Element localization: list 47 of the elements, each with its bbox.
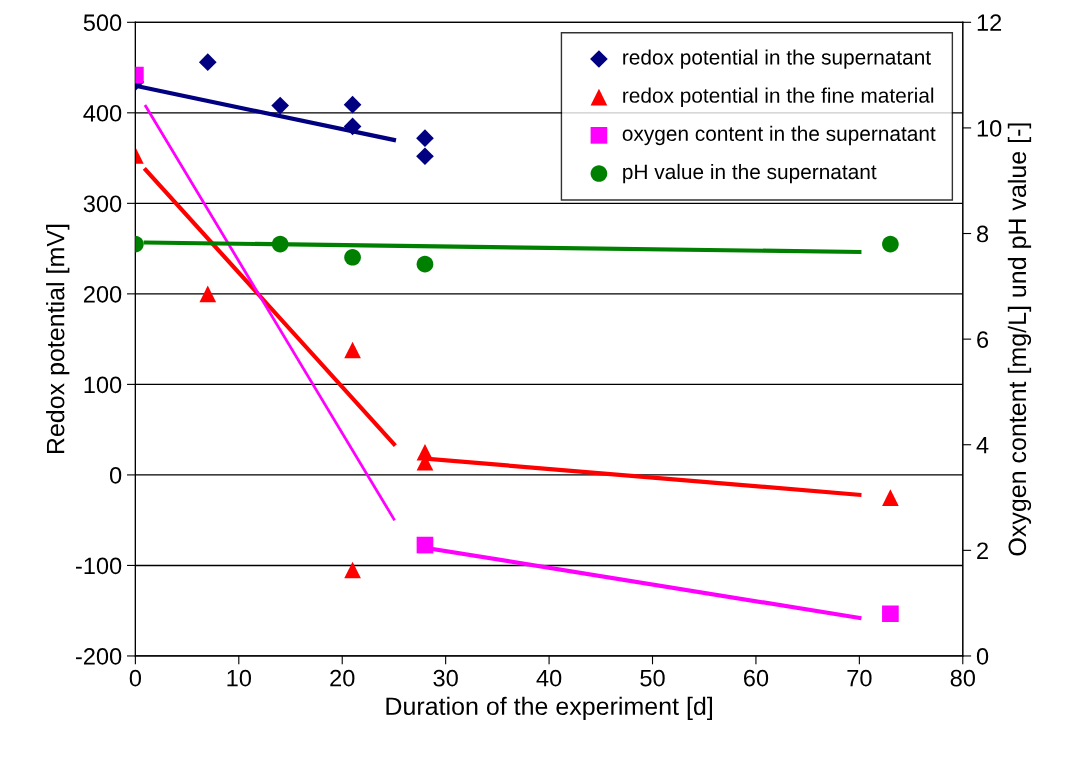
y2-tick-label: 4 xyxy=(976,437,989,454)
legend-label: redox potential in the supernatant xyxy=(623,49,931,69)
point xyxy=(882,235,899,253)
x-tick-label: 20 xyxy=(330,669,355,687)
legend-label: pH value in the supernatant xyxy=(623,163,877,184)
x-tick-label: 80 xyxy=(950,669,975,687)
y-tick-label: -100 xyxy=(75,557,122,575)
y-tick-label: -200 xyxy=(75,648,122,665)
point xyxy=(416,129,434,148)
y-tick-label: 200 xyxy=(83,285,122,303)
legend-label: redox potential in the fine material xyxy=(623,87,934,107)
y2-tick-label: 6 xyxy=(977,331,989,348)
point xyxy=(343,95,362,114)
point xyxy=(344,341,361,359)
point xyxy=(271,235,289,253)
point xyxy=(344,248,361,266)
x-tick-label: 0 xyxy=(129,669,142,687)
y-tick-label: 300 xyxy=(83,195,122,213)
x-tick-label: 60 xyxy=(744,669,769,687)
x-axis-title: Duration of the experiment [d] xyxy=(386,696,712,721)
point xyxy=(416,147,434,166)
x-tick-label: 10 xyxy=(227,669,252,687)
y-tick-label: 0 xyxy=(109,466,122,484)
y-tick-label: 500 xyxy=(83,14,122,32)
point xyxy=(271,96,290,115)
y2-axis-title: Oxygen content [mg/L] und pH value [-] xyxy=(1007,123,1032,556)
y2-tick-label: 0 xyxy=(976,648,989,665)
x-tick-label: 30 xyxy=(433,669,458,687)
y2-tick-label: 8 xyxy=(977,225,989,243)
point xyxy=(343,117,362,136)
point xyxy=(416,255,434,273)
y2-tick-label: 10 xyxy=(977,119,1002,137)
x-tick-label: 40 xyxy=(536,669,562,687)
y-tick-label: 400 xyxy=(83,104,122,122)
point xyxy=(416,536,434,554)
x-tick-label: 50 xyxy=(640,669,665,687)
point xyxy=(198,53,217,71)
point xyxy=(199,285,217,303)
point xyxy=(882,605,899,623)
y2-tick-label: 2 xyxy=(977,542,988,559)
y2-tick-label: 12 xyxy=(977,14,1002,31)
y-axis-title: Redox potential [mV] xyxy=(46,224,70,454)
y-tick-label: 100 xyxy=(84,376,122,394)
legend-label: oxygen content in the supernatant xyxy=(622,125,936,146)
point xyxy=(882,489,899,506)
x-tick-label: 70 xyxy=(847,669,872,687)
point xyxy=(344,561,361,579)
